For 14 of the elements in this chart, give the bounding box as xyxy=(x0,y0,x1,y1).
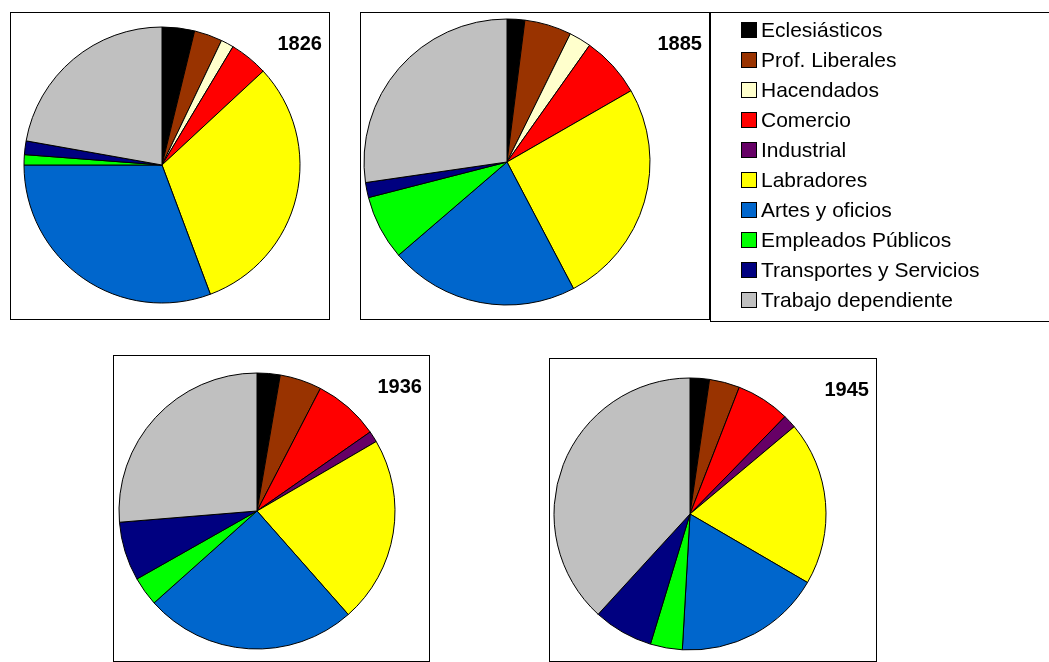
legend-label: Labradores xyxy=(761,168,868,192)
chart-title: 1945 xyxy=(824,378,869,400)
chart-title: 1826 xyxy=(277,32,322,54)
legend-label: Artes y oficios xyxy=(761,198,892,222)
legend-label: Transportes y Servicios xyxy=(761,258,980,282)
legend-label: Comercio xyxy=(761,108,851,132)
legend-label: Trabajo dependiente xyxy=(761,288,953,312)
legend-label: Eclesiásticos xyxy=(761,18,883,42)
text: 1885 xyxy=(657,32,702,54)
legend-label: Hacendados xyxy=(761,78,879,102)
legend-label: Prof. Liberales xyxy=(761,48,897,72)
legend-label: Empleados Públicos xyxy=(761,228,952,252)
legend-label: Industrial xyxy=(761,138,847,162)
chart-title: 1936 xyxy=(377,375,422,397)
